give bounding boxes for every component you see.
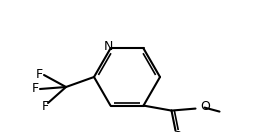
Text: F: F bbox=[31, 82, 39, 95]
Text: N: N bbox=[104, 40, 113, 53]
Text: F: F bbox=[41, 100, 49, 112]
Text: O: O bbox=[172, 130, 182, 132]
Text: O: O bbox=[200, 100, 210, 113]
Text: F: F bbox=[36, 67, 43, 81]
